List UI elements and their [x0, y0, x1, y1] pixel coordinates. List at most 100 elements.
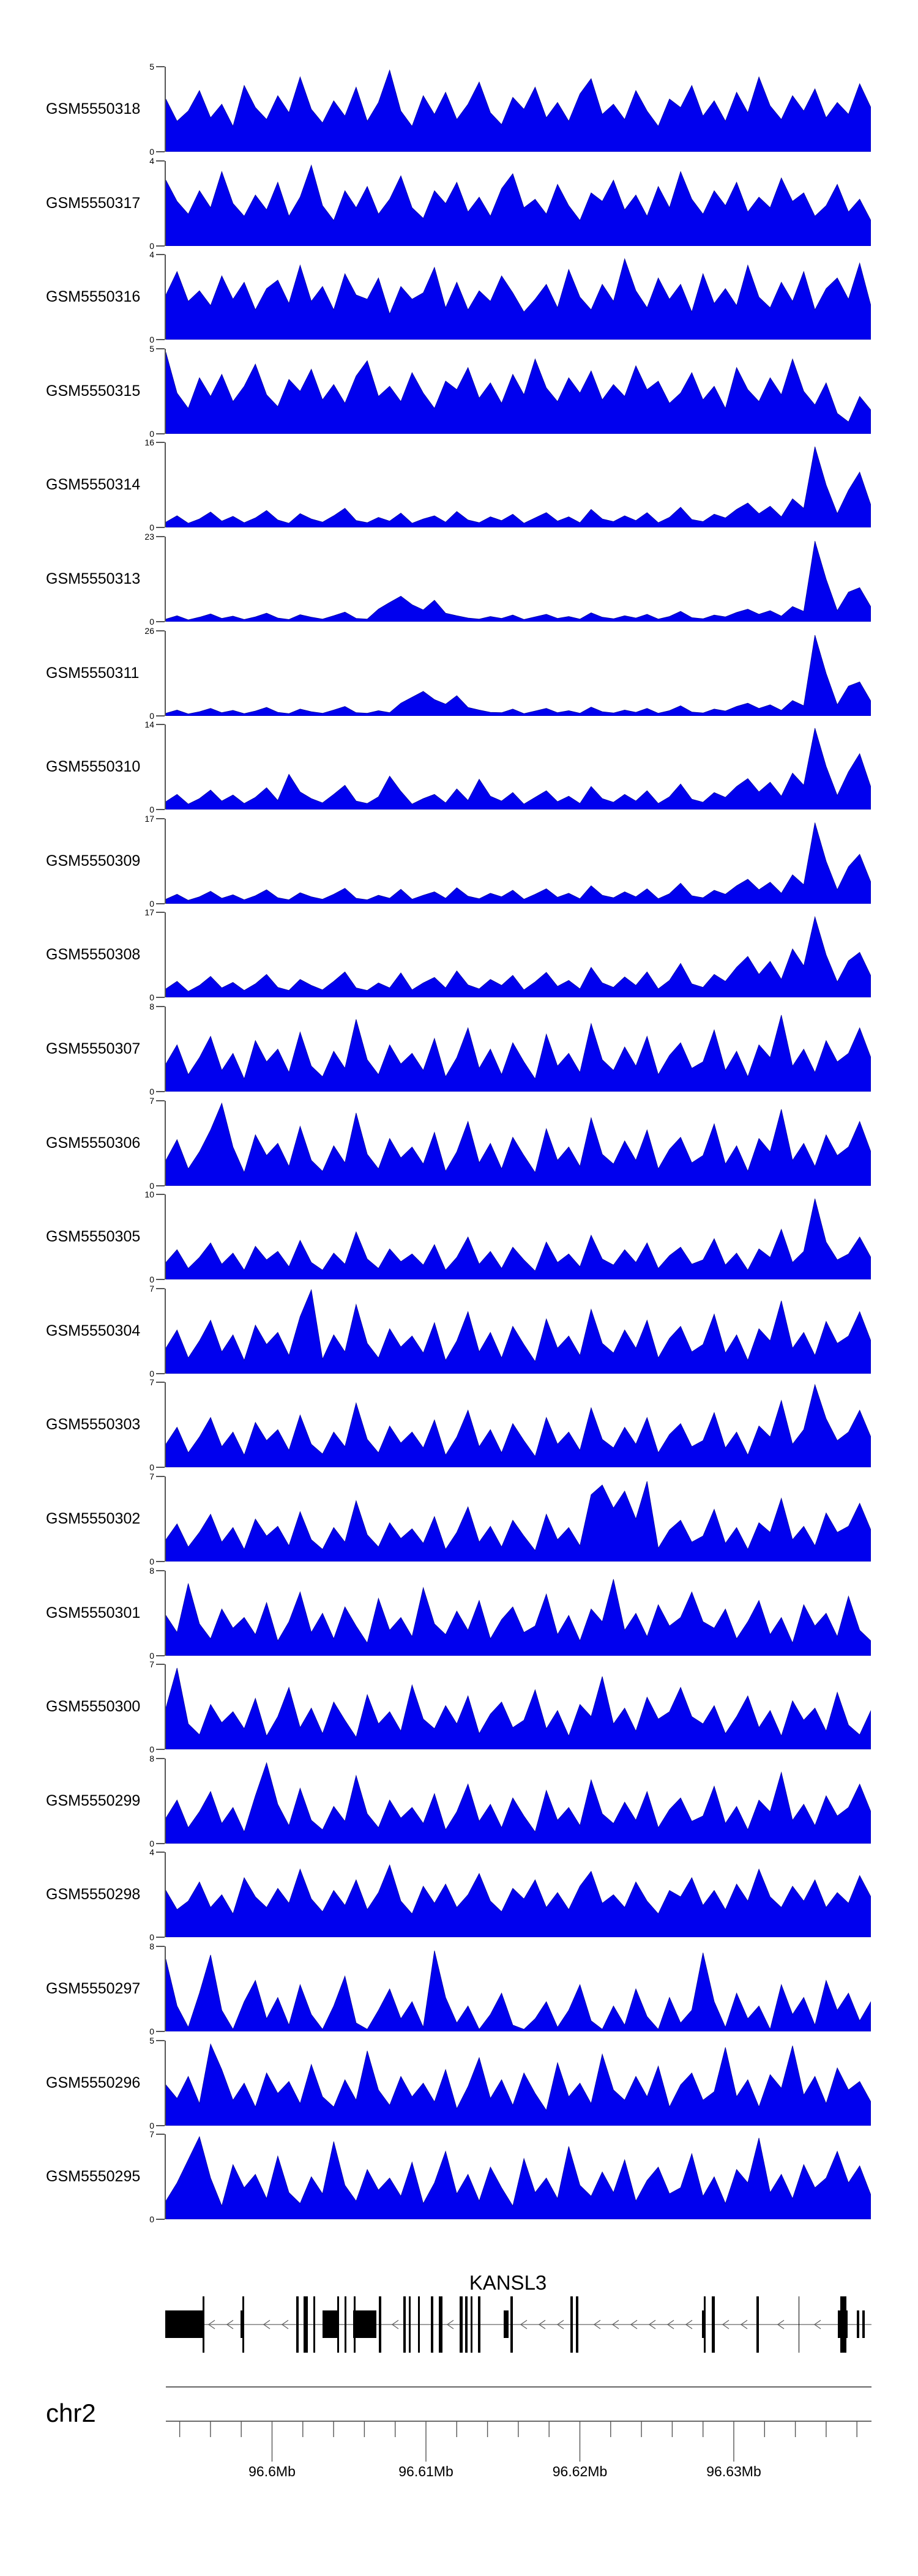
track-label: GSM5550304 [46, 1322, 141, 1339]
y-axis-top-tick [156, 160, 165, 162]
gene-model-track [165, 2296, 871, 2353]
track-label: GSM5550313 [46, 570, 141, 587]
gene-exon-utr [323, 2310, 338, 2338]
track-label: GSM5550296 [46, 2074, 141, 2091]
y-axis-top-tick [156, 1570, 165, 1571]
coverage-area-chart [166, 1383, 871, 1467]
y-axis-max-label: 16 [144, 437, 154, 447]
y-axis-line [165, 67, 166, 152]
strand-arrow-left-icon [226, 2320, 234, 2329]
gene-exon-cds [304, 2296, 308, 2353]
coverage-polygon [166, 258, 871, 340]
coverage-polygon [166, 822, 871, 904]
y-axis-zero-label: 0 [149, 805, 154, 814]
y-axis-zero-label: 0 [149, 335, 154, 344]
y-axis-bottom-tick [156, 809, 165, 810]
coverage-area-chart [166, 635, 871, 716]
gene-exon-cds [313, 2296, 315, 2353]
gene-exon-cds [471, 2296, 472, 2353]
y-axis-bottom-tick [156, 1655, 165, 1656]
y-axis-max-label: 5 [149, 62, 154, 72]
strand-arrow-left-icon [520, 2320, 528, 2329]
y-axis-top-tick [156, 724, 165, 725]
y-axis-top-tick [156, 630, 165, 631]
gene-exon-utr [857, 2310, 859, 2338]
y-axis-line [165, 1852, 166, 1937]
track-label: GSM5550307 [46, 1040, 141, 1057]
genome-axis-track [166, 2421, 871, 2462]
coverage-polygon [166, 728, 871, 810]
y-axis-bottom-tick [156, 1937, 165, 1938]
y-axis-zero-label: 0 [149, 1651, 154, 1661]
track-label: GSM5550310 [46, 758, 141, 775]
y-axis-zero-label: 0 [149, 241, 154, 251]
coverage-area-chart [166, 728, 871, 810]
y-axis-bottom-tick [156, 2219, 165, 2220]
y-axis-bottom-tick [156, 1467, 165, 1468]
y-axis-zero-label: 0 [149, 2121, 154, 2131]
y-axis-max-label: 7 [149, 1377, 154, 1387]
gene-exon-cds [576, 2296, 578, 2353]
y-axis-bottom-tick [156, 1843, 165, 1844]
gene-exon-cds [379, 2296, 381, 2353]
coverage-polygon [166, 1289, 871, 1374]
track-label: GSM5550317 [46, 194, 141, 212]
y-axis-bottom-tick [156, 2031, 165, 2032]
coverage-polygon [166, 915, 871, 997]
coverage-area-chart [166, 1481, 871, 1562]
y-axis-zero-label: 0 [149, 1275, 154, 1284]
y-axis-top-tick [156, 2134, 165, 2135]
y-axis-zero-label: 0 [149, 523, 154, 532]
y-axis-line [165, 537, 166, 622]
y-axis-zero-label: 0 [149, 1932, 154, 1942]
track-label: GSM5550301 [46, 1604, 141, 1621]
y-axis-max-label: 7 [149, 1284, 154, 1294]
y-axis-line [165, 819, 166, 904]
coverage-polygon [166, 352, 871, 434]
coverage-area-chart [166, 2135, 871, 2219]
gene-exon-cds [242, 2296, 244, 2353]
coverage-polygon [166, 1383, 871, 1467]
y-axis-max-label: 4 [149, 250, 154, 259]
y-axis-line [165, 2041, 166, 2126]
y-axis-zero-label: 0 [149, 2214, 154, 2224]
y-axis-zero-label: 0 [149, 617, 154, 627]
strand-arrow-left-icon [740, 2320, 748, 2329]
axis-tick-label: 96.63Mb [706, 2463, 761, 2479]
y-axis-max-label: 8 [149, 1566, 154, 1576]
y-axis-top-tick [156, 1100, 165, 1101]
strand-arrow-left-icon [666, 2320, 674, 2329]
coverage-area-chart [166, 1014, 871, 1092]
coverage-area-chart [166, 1289, 871, 1374]
y-axis-line [165, 1289, 166, 1374]
y-axis-zero-label: 0 [149, 711, 154, 721]
coverage-area-chart [166, 915, 871, 997]
y-axis-bottom-tick [156, 1185, 165, 1186]
y-axis-top-tick [156, 1006, 165, 1007]
y-axis-line [165, 1664, 166, 1749]
coverage-polygon [166, 1667, 871, 1749]
y-axis-line [165, 1759, 166, 1844]
track-label: GSM5550311 [46, 664, 140, 682]
coverage-polygon [166, 1014, 871, 1092]
y-axis-bottom-tick [156, 433, 165, 434]
y-axis-top-tick [156, 348, 165, 349]
gene-exon-cds [337, 2296, 339, 2353]
gene-exon-cds [704, 2296, 706, 2353]
y-axis-max-label: 17 [144, 907, 154, 917]
y-axis-bottom-tick [156, 1561, 165, 1562]
track-label: GSM5550318 [46, 100, 141, 117]
y-axis-zero-label: 0 [149, 429, 154, 439]
track-label: GSM5550316 [46, 288, 141, 305]
y-axis-top-tick [156, 2040, 165, 2041]
y-axis-top-tick [156, 442, 165, 443]
y-axis-max-label: 17 [144, 814, 154, 824]
gene-exon-cds [203, 2296, 204, 2353]
coverage-area-chart [166, 1667, 871, 1749]
gene-exon-cds [345, 2296, 346, 2353]
y-axis-line [165, 1007, 166, 1092]
coverage-area-chart [166, 1762, 871, 1844]
y-axis-bottom-tick [156, 245, 165, 247]
y-axis-bottom-tick [156, 339, 165, 340]
